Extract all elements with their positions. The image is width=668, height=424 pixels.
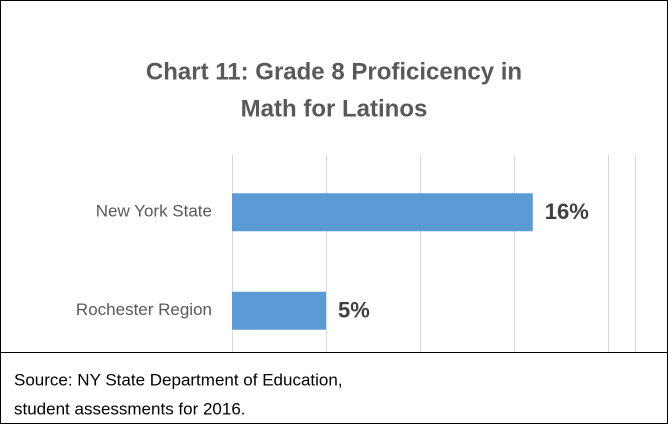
value-label: 16% <box>545 199 589 224</box>
chart-title: Math for Latinos <box>241 95 428 122</box>
bar <box>232 193 533 232</box>
bar <box>232 291 326 330</box>
source-note: Source: NY State Department of Education… <box>14 370 343 389</box>
value-label: 5% <box>338 298 370 323</box>
category-label: New York State <box>96 202 212 221</box>
source-note: student assessments for 2016. <box>14 399 246 418</box>
chart-title: Chart 11: Grade 8 Proficicency in <box>146 58 522 85</box>
category-label: Rochester Region <box>76 300 212 319</box>
